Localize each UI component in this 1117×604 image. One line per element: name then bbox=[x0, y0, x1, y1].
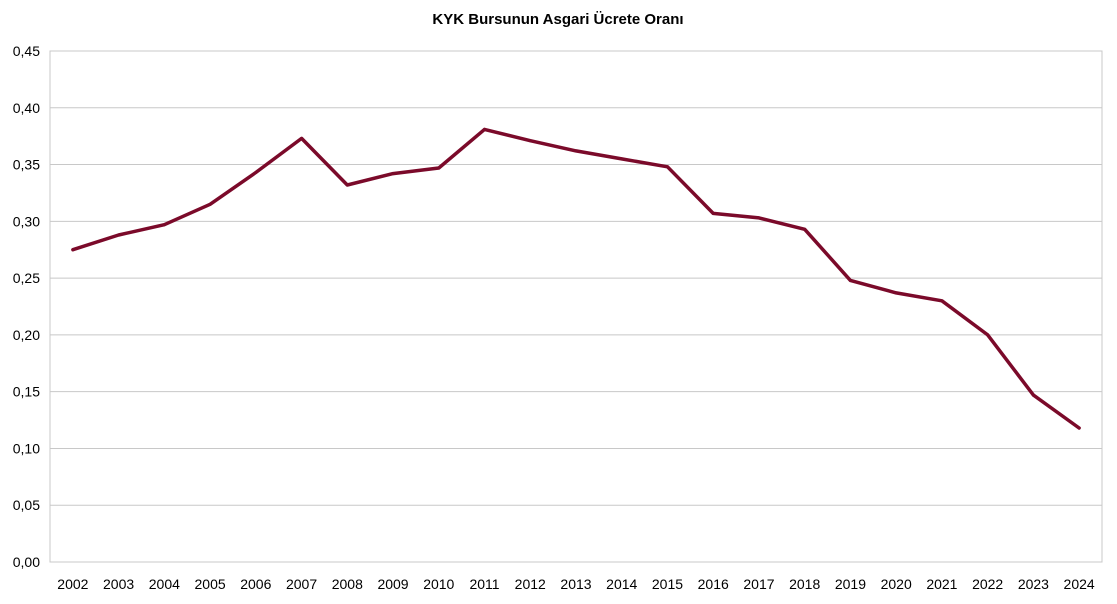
data-point bbox=[803, 227, 807, 231]
data-point bbox=[71, 248, 75, 252]
series-layer bbox=[71, 127, 1081, 430]
x-tick-label: 2007 bbox=[286, 576, 317, 592]
x-tick-label: 2023 bbox=[1018, 576, 1049, 592]
y-tick-label: 0,20 bbox=[13, 327, 40, 343]
x-tick-label: 2015 bbox=[652, 576, 683, 592]
x-tick-label: 2022 bbox=[972, 576, 1003, 592]
data-point bbox=[300, 136, 304, 140]
data-point bbox=[483, 127, 487, 131]
x-tick-label: 2017 bbox=[743, 576, 774, 592]
data-point bbox=[208, 202, 212, 206]
y-tick-label: 0,15 bbox=[13, 384, 40, 400]
y-tick-label: 0,30 bbox=[13, 213, 40, 229]
y-tick-label: 0,10 bbox=[13, 440, 40, 456]
data-point bbox=[894, 291, 898, 295]
y-tick-label: 0,45 bbox=[13, 43, 40, 59]
x-tick-label: 2012 bbox=[515, 576, 546, 592]
y-tick-label: 0,05 bbox=[13, 497, 40, 513]
data-point bbox=[620, 157, 624, 161]
x-tick-label: 2019 bbox=[835, 576, 866, 592]
data-point bbox=[986, 333, 990, 337]
x-tick-label: 2016 bbox=[698, 576, 729, 592]
y-tick-label: 0,40 bbox=[13, 100, 40, 116]
x-tick-label: 2014 bbox=[606, 576, 637, 592]
x-tick-label: 2008 bbox=[332, 576, 363, 592]
x-tick-label: 2010 bbox=[423, 576, 454, 592]
x-tick-label: 2005 bbox=[195, 576, 226, 592]
x-tick-label: 2011 bbox=[469, 576, 499, 592]
x-tick-label: 2002 bbox=[57, 576, 88, 592]
data-point bbox=[757, 216, 761, 220]
data-point bbox=[437, 166, 441, 170]
chart-title: KYK Bursunun Asgari Ücrete Oranı bbox=[432, 11, 683, 28]
y-tick-label: 0,35 bbox=[13, 157, 40, 173]
x-tick-label: 2009 bbox=[377, 576, 408, 592]
data-point bbox=[254, 171, 258, 175]
data-point bbox=[528, 139, 532, 143]
data-point bbox=[1077, 426, 1081, 430]
x-tick-label: 2018 bbox=[789, 576, 820, 592]
data-point bbox=[940, 299, 944, 303]
y-tick-label: 0,25 bbox=[13, 270, 40, 286]
x-tick-label: 2013 bbox=[560, 576, 591, 592]
data-point bbox=[117, 233, 121, 237]
plot-area-frame bbox=[49, 50, 1103, 563]
data-point bbox=[711, 211, 715, 215]
gridlines bbox=[49, 50, 1103, 563]
data-point bbox=[162, 223, 166, 227]
data-point bbox=[848, 278, 852, 282]
x-tick-label: 2024 bbox=[1064, 576, 1095, 592]
series-line bbox=[71, 127, 1081, 430]
x-axis-ticks: 2002 2003 2004 2005 2006 2007 2008 2009 2010 2011… bbox=[57, 576, 1095, 592]
data-point bbox=[391, 172, 395, 176]
data-point bbox=[345, 183, 349, 187]
y-tick-label: 0,00 bbox=[13, 554, 40, 570]
x-tick-label: 2003 bbox=[103, 576, 134, 592]
data-point bbox=[1031, 393, 1035, 397]
x-tick-label: 2020 bbox=[881, 576, 912, 592]
x-tick-label: 2006 bbox=[240, 576, 271, 592]
y-axis-ticks: 0,00 0,05 0,10 0,15 0,20 0,25 0,30 0,35 0,40 0,45 bbox=[13, 43, 40, 570]
data-point bbox=[574, 149, 578, 153]
x-tick-label: 2021 bbox=[926, 576, 957, 592]
x-tick-label: 2004 bbox=[149, 576, 180, 592]
data-point bbox=[665, 165, 669, 169]
